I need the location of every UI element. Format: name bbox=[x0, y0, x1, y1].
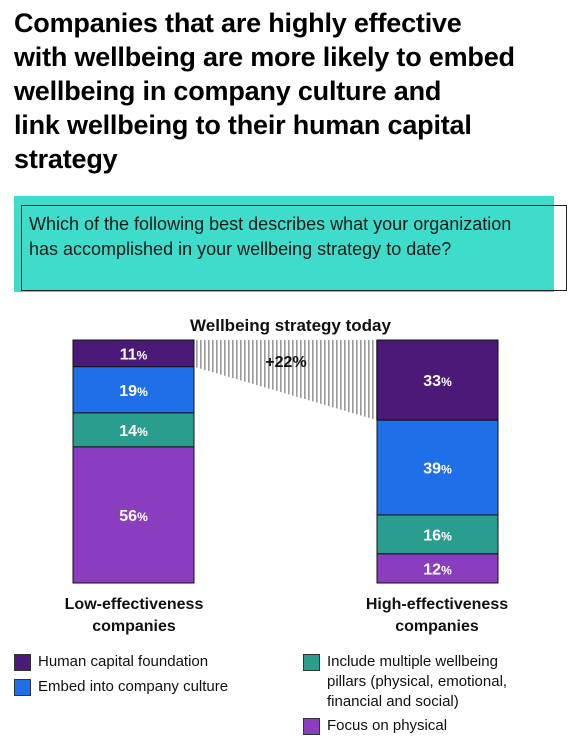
chart-title-heading: Companies that are highly effective with… bbox=[14, 8, 515, 174]
data-label-multiple-pillars-high: 16% bbox=[423, 527, 452, 544]
difference-annotation: +22% bbox=[265, 354, 306, 371]
bar-embed-culture-high bbox=[376, 419, 499, 516]
data-label-human-capital-high: 33% bbox=[423, 373, 452, 390]
legend-label: Human capital foundation bbox=[38, 653, 209, 670]
legend-label: Focus on physical bbox=[327, 717, 448, 734]
survey-question: Which of the following best describes wh… bbox=[29, 214, 512, 259]
data-label-human-capital-low: 11% bbox=[120, 346, 148, 363]
legend-label: Embed into company culture bbox=[38, 678, 229, 695]
bar-multiple-pillars-low bbox=[72, 412, 195, 448]
legend-item-human-capital: Human capital foundation bbox=[14, 652, 208, 672]
bar-focus-physical-high bbox=[376, 553, 499, 584]
data-label-multiple-pillars-low: 14% bbox=[119, 423, 148, 440]
bar-focus-physical-low bbox=[72, 446, 195, 584]
data-label-focus-physical-low: 56% bbox=[119, 508, 148, 525]
bar-embed-culture-low bbox=[72, 366, 195, 414]
data-label-focus-physical-high: 12% bbox=[423, 561, 452, 578]
legend-item-embed-culture: Embed into company culture bbox=[14, 677, 228, 697]
chart-subtitle: Wellbeing strategy today bbox=[190, 316, 391, 335]
category-label-low: Low-effectiveness companies bbox=[64, 596, 204, 635]
legend-item-multiple-pillars: Include multiple wellbeing pillars (phys… bbox=[303, 652, 507, 712]
legend-item-focus-physical: Focus on physical bbox=[303, 716, 447, 736]
legend-swatch bbox=[303, 654, 320, 671]
question-frame bbox=[21, 205, 567, 291]
legend-swatch bbox=[14, 679, 31, 696]
difference-connector bbox=[194, 340, 377, 421]
bar-human-capital-high bbox=[376, 339, 499, 421]
legend-label: Include multiple wellbeing pillars (phys… bbox=[327, 653, 508, 710]
legend-swatch bbox=[303, 718, 320, 735]
legend-swatch bbox=[14, 654, 31, 671]
category-label-high: High-effectiveness companies bbox=[365, 596, 509, 635]
question-highlight bbox=[14, 196, 554, 292]
bar-multiple-pillars-high bbox=[376, 514, 499, 555]
data-label-embed-culture-high: 39% bbox=[423, 461, 452, 478]
data-label-embed-culture-low: 19% bbox=[119, 383, 148, 400]
